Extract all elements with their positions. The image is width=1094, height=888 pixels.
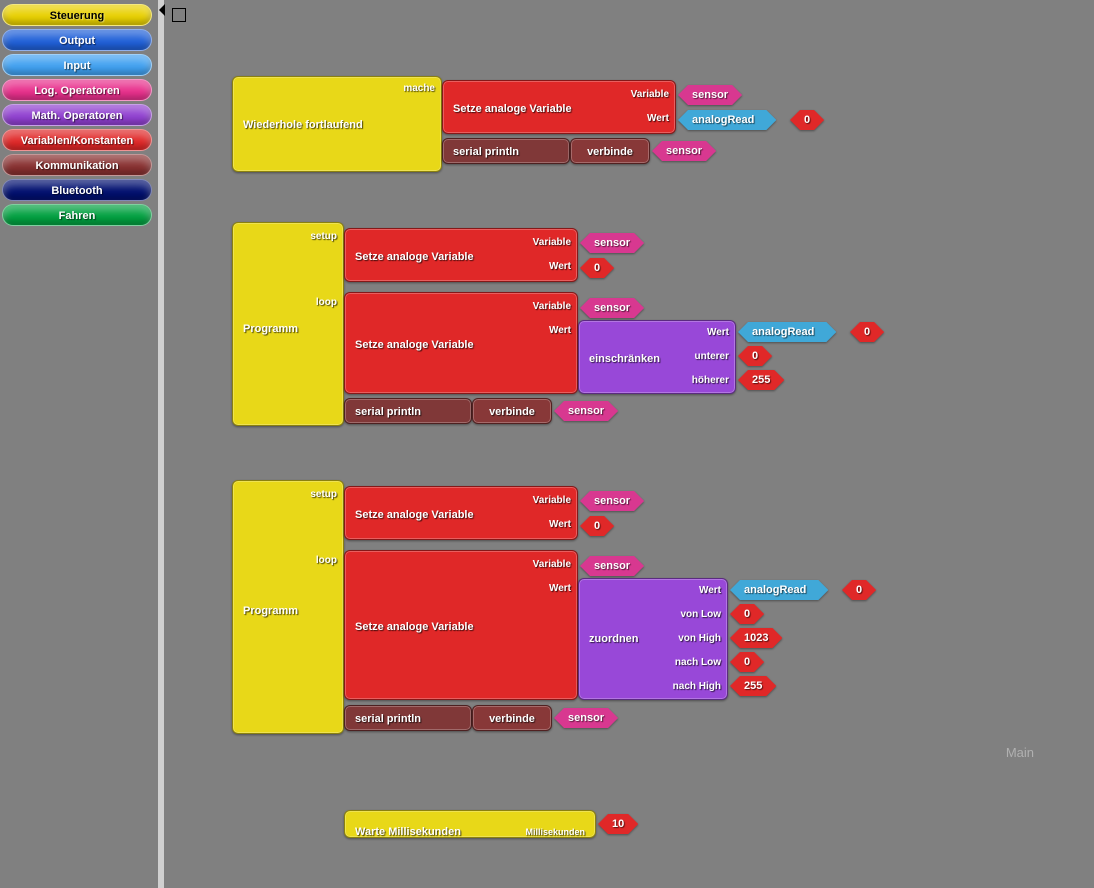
setvar-block-2a[interactable]: Setze analoge Variable Variable Wert — [344, 228, 578, 282]
setvar-block-3b[interactable]: Setze analoge Variable Variable Wert — [344, 550, 578, 700]
verbinde-block-3[interactable]: verbinde — [472, 705, 552, 731]
setvar-block-2b[interactable]: Setze analoge Variable Variable Wert — [344, 292, 578, 394]
verbinde-block-1[interactable]: verbinde — [570, 138, 650, 164]
map-block[interactable]: zuordnen Wert von Low von High nach Low … — [578, 578, 728, 700]
script-canvas[interactable]: mache Wiederhole fortlaufend Setze analo… — [170, 0, 1094, 888]
verbinde-block-2[interactable]: verbinde — [472, 398, 552, 424]
val-label: Wert — [647, 113, 669, 124]
var-label: Variable — [631, 89, 669, 100]
println-block-3[interactable]: serial println — [344, 705, 472, 731]
palette-fahren[interactable]: Fahren — [2, 204, 152, 226]
println-block-2[interactable]: serial println — [344, 398, 472, 424]
palette-kommunikation[interactable]: Kommunikation — [2, 154, 152, 176]
palette-divider[interactable] — [158, 0, 164, 888]
control-programm-3[interactable]: setup loop Programm — [232, 480, 344, 734]
palette-bluetooth[interactable]: Bluetooth — [2, 179, 152, 201]
setvar-block-3a[interactable]: Setze analoge Variable Variable Wert — [344, 486, 578, 540]
palette-variablen[interactable]: Variablen/Konstanten — [2, 129, 152, 151]
wait-block[interactable]: Warte Millisekunden Millisekunden — [344, 810, 596, 838]
palette-steuerung[interactable]: Steuerung — [2, 4, 152, 26]
setvar-title: Setze analoge Variable — [453, 103, 572, 115]
programm-label: Programm — [243, 323, 298, 335]
palette-math-operatoren[interactable]: Math. Operatoren — [2, 104, 152, 126]
collapse-palette-icon[interactable] — [159, 4, 165, 16]
constrain-block[interactable]: einschränken Wert unterer höherer — [578, 320, 736, 394]
palette-input[interactable]: Input — [2, 54, 152, 76]
setup-label: setup — [310, 231, 337, 242]
setvar-block-1[interactable]: Setze analoge Variable Variable Wert — [442, 80, 676, 134]
mache-label: mache — [403, 83, 435, 94]
control-programm-2[interactable]: setup loop Programm — [232, 222, 344, 426]
block-palette: Steuerung Output Input Log. Operatoren M… — [2, 4, 158, 229]
main-script-label: Main — [1006, 745, 1034, 760]
println-block-1[interactable]: serial println — [442, 138, 570, 164]
palette-output[interactable]: Output — [2, 29, 152, 51]
loop-label: loop — [316, 297, 337, 308]
control-wiederhole[interactable]: mache Wiederhole fortlaufend — [232, 76, 442, 172]
palette-log-operatoren[interactable]: Log. Operatoren — [2, 79, 152, 101]
wiederhole-label: Wiederhole fortlaufend — [243, 119, 363, 131]
